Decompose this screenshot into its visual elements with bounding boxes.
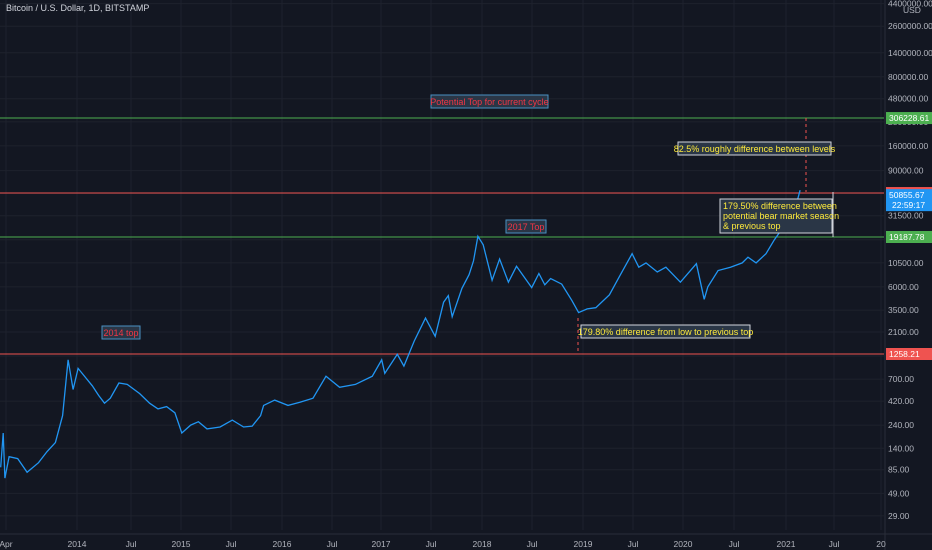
level-badge: 1258.21 xyxy=(886,348,932,360)
annotation-text: 2017 Top xyxy=(508,222,545,232)
x-tick-label: 20 xyxy=(876,539,886,549)
annotation-diff-levels[interactable]: 82.5% roughly difference between levels xyxy=(674,141,836,156)
annotation-line: & previous top xyxy=(723,221,781,231)
y-tick-label: 700.00 xyxy=(888,374,914,384)
annotation-top-2017[interactable]: 2017 Top xyxy=(505,219,547,234)
y-tick-label: 140.00 xyxy=(888,443,914,453)
y-tick-label: 31500.00 xyxy=(888,211,924,221)
y-tick-label: 420.00 xyxy=(888,396,914,406)
price-badges: 306228.6153407.4019187.781258.2150855.67… xyxy=(886,112,932,360)
x-tick-label: 2020 xyxy=(674,539,693,549)
x-tick-label: Jul xyxy=(527,539,538,549)
annotations[interactable]: Potential Top for current cycle 82.5% rou… xyxy=(101,94,839,340)
x-tick-label: 2014 xyxy=(68,539,87,549)
y-tick-label: 3500.00 xyxy=(888,305,919,315)
x-tick-label: Jul xyxy=(628,539,639,549)
y-tick-label: 160000.00 xyxy=(888,141,928,151)
y-tick-label: 240.00 xyxy=(888,420,914,430)
annotation-potential-top[interactable]: Potential Top for current cycle xyxy=(430,94,549,109)
x-tick-label: 2019 xyxy=(574,539,593,549)
annotation-line: 179.50% difference between xyxy=(723,201,837,211)
x-tick-label: 2016 xyxy=(273,539,292,549)
annotation-text: Potential Top for current cycle xyxy=(430,97,548,107)
y-tick-label: 2100.00 xyxy=(888,327,919,337)
svg-text:306228.61: 306228.61 xyxy=(889,113,929,123)
svg-text:1258.21: 1258.21 xyxy=(889,349,920,359)
annotation-text: 179.80% difference from low to previous … xyxy=(578,327,753,337)
y-tick-label: 480000.00 xyxy=(888,94,928,104)
y-tick-label: 800000.00 xyxy=(888,72,928,82)
x-tick-label: Jul xyxy=(729,539,740,549)
x-tick-label: Jul xyxy=(426,539,437,549)
x-tick-label: Jul xyxy=(226,539,237,549)
price-series-line xyxy=(0,190,801,479)
x-tick-label: Jul xyxy=(327,539,338,549)
y-tick-label: 85.00 xyxy=(888,465,910,475)
x-tick-label: 2018 xyxy=(473,539,492,549)
horizontal-levels xyxy=(0,117,884,355)
y-tick-label: 49.00 xyxy=(888,488,910,498)
x-tick-label: 2021 xyxy=(777,539,796,549)
level-badge: 19187.78 xyxy=(886,231,932,243)
annotation-line: potential bear market season xyxy=(723,211,839,221)
svg-text:19187.78: 19187.78 xyxy=(889,232,925,242)
y-tick-label: 2600000.00 xyxy=(888,21,932,31)
y-tick-label: 6000.00 xyxy=(888,282,919,292)
svg-text:50855.67: 50855.67 xyxy=(889,190,925,200)
y-tick-label: 10500.00 xyxy=(888,258,924,268)
x-tick-label: 2015 xyxy=(172,539,191,549)
x-tick-label: 2017 xyxy=(372,539,391,549)
y-tick-label: 29.00 xyxy=(888,511,910,521)
x-tick-label: Jul xyxy=(126,539,137,549)
symbol-title: Bitcoin / U.S. Dollar, 1D, BITSTAMP xyxy=(6,3,150,13)
price-axis[interactable]: 4400000.00 2600000.00 1400000.00 800000.00 4… xyxy=(888,0,932,521)
annotation-text: 2014 top xyxy=(103,328,138,338)
level-badge: 306228.61 xyxy=(886,112,932,125)
annotation-top-2014[interactable]: 2014 top xyxy=(101,325,141,340)
y-tick-label: 90000.00 xyxy=(888,166,924,176)
y-tick-label: 4400000.00 xyxy=(888,0,932,9)
currency-label: USD xyxy=(903,5,921,15)
y-tick-label: 1400000.00 xyxy=(888,48,932,58)
x-tick-label: Jul xyxy=(829,539,840,549)
svg-text:22:59:17: 22:59:17 xyxy=(892,200,925,210)
time-axis[interactable]: Apr 2014 Jul 2015 Jul 2016 Jul 2017 Jul 2018 Jul 20… xyxy=(0,539,886,549)
annotation-low-diff[interactable]: 179.80% difference from low to previous … xyxy=(578,324,753,339)
x-tick-label: Apr xyxy=(0,539,13,549)
annotation-text: 82.5% roughly difference between levels xyxy=(674,144,836,154)
